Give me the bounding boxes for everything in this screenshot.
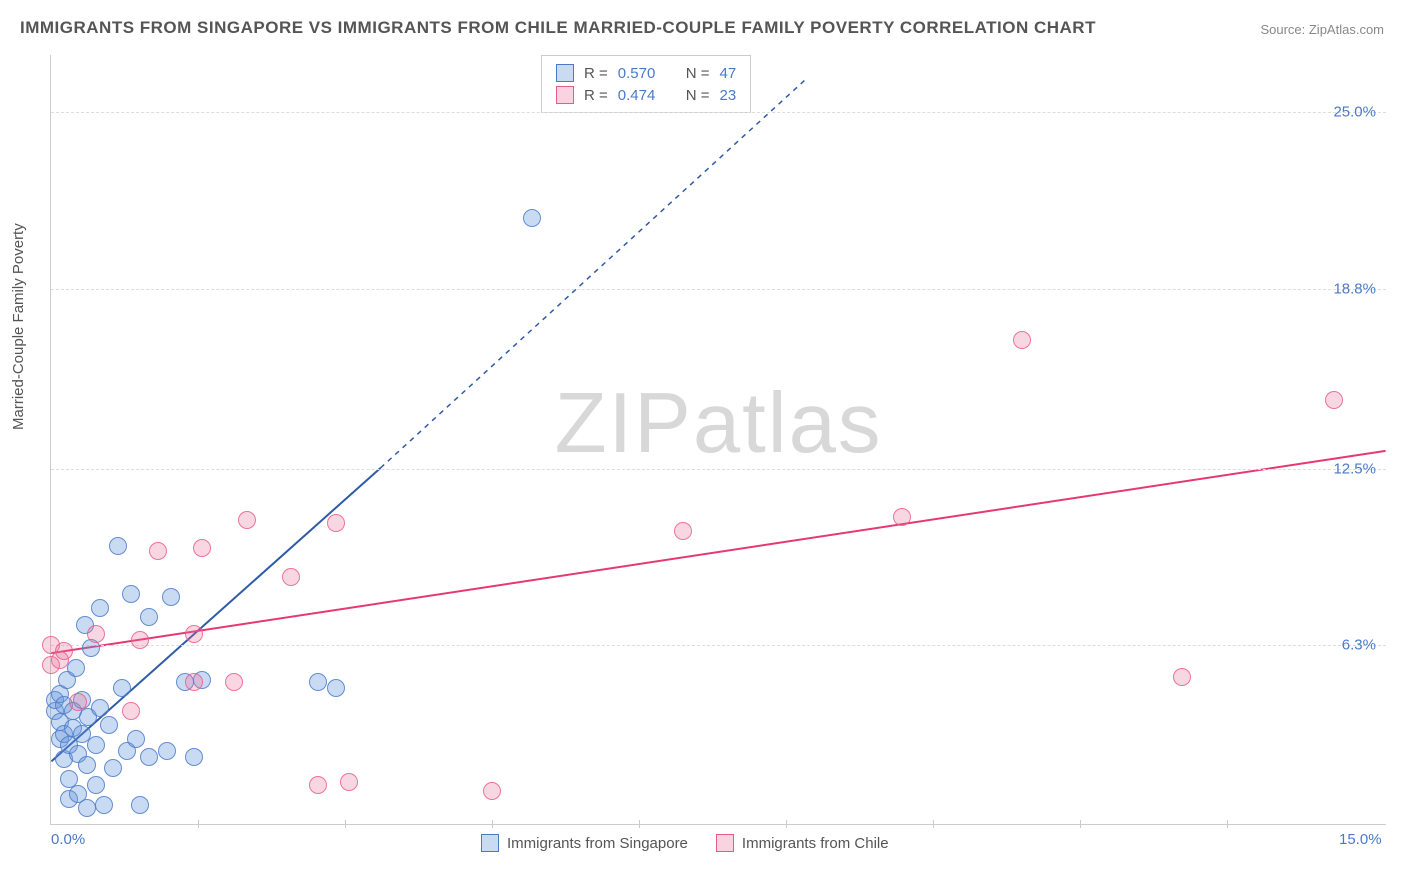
y-axis-label: Married-Couple Family Poverty xyxy=(10,223,27,430)
data-point xyxy=(91,599,109,617)
data-point xyxy=(140,608,158,626)
swatch-blue-icon xyxy=(481,834,499,852)
x-tick-mark xyxy=(1227,820,1228,828)
data-point xyxy=(100,716,118,734)
data-point xyxy=(95,796,113,814)
series-legend: Immigrants from Singapore Immigrants fro… xyxy=(481,834,889,852)
data-point xyxy=(104,759,122,777)
x-tick-label: 15.0% xyxy=(1339,831,1382,848)
data-point xyxy=(225,673,243,691)
data-point xyxy=(87,736,105,754)
data-point xyxy=(131,796,149,814)
n-label: N = xyxy=(686,87,710,104)
r-label: R = xyxy=(584,87,608,104)
data-point xyxy=(122,702,140,720)
x-tick-mark xyxy=(639,820,640,828)
gridline xyxy=(51,645,1386,646)
r-value: 0.474 xyxy=(618,87,668,104)
x-tick-mark xyxy=(786,820,787,828)
x-tick-mark xyxy=(492,820,493,828)
x-tick-mark xyxy=(345,820,346,828)
data-point xyxy=(78,756,96,774)
data-point xyxy=(340,773,358,791)
data-point xyxy=(193,539,211,557)
stats-row-chile: R = 0.474 N = 23 xyxy=(556,84,736,106)
stats-row-singapore: R = 0.570 N = 47 xyxy=(556,62,736,84)
data-point xyxy=(483,782,501,800)
trend-lines-layer xyxy=(51,55,1386,824)
gridline xyxy=(51,289,1386,290)
y-tick-label: 12.5% xyxy=(1333,460,1376,477)
data-point xyxy=(127,730,145,748)
data-point xyxy=(162,588,180,606)
data-point xyxy=(109,537,127,555)
gridline xyxy=(51,112,1386,113)
plot-area: ZIPatlas R = 0.570 N = 47 R = 0.474 N = … xyxy=(50,55,1386,825)
stats-legend: R = 0.570 N = 47 R = 0.474 N = 23 xyxy=(541,55,751,113)
x-tick-mark xyxy=(198,820,199,828)
chart-container: IMMIGRANTS FROM SINGAPORE VS IMMIGRANTS … xyxy=(0,0,1406,892)
data-point xyxy=(238,511,256,529)
data-point xyxy=(185,748,203,766)
legend-item-chile: Immigrants from Chile xyxy=(716,834,889,852)
swatch-pink-icon xyxy=(556,86,574,104)
swatch-blue-icon xyxy=(556,64,574,82)
x-tick-mark xyxy=(1080,820,1081,828)
n-label: N = xyxy=(686,65,710,82)
data-point xyxy=(113,679,131,697)
legend-item-singapore: Immigrants from Singapore xyxy=(481,834,688,852)
data-point xyxy=(55,642,73,660)
data-point xyxy=(78,799,96,817)
chart-title: IMMIGRANTS FROM SINGAPORE VS IMMIGRANTS … xyxy=(20,18,1096,38)
legend-label: Immigrants from Chile xyxy=(742,835,889,852)
data-point xyxy=(327,514,345,532)
data-point xyxy=(87,776,105,794)
y-tick-label: 18.8% xyxy=(1333,280,1376,297)
swatch-pink-icon xyxy=(716,834,734,852)
data-point xyxy=(893,508,911,526)
n-value: 47 xyxy=(720,65,737,82)
data-point xyxy=(131,631,149,649)
data-point xyxy=(282,568,300,586)
data-point xyxy=(87,625,105,643)
watermark: ZIPatlas xyxy=(555,375,883,473)
data-point xyxy=(309,673,327,691)
source-label: Source: ZipAtlas.com xyxy=(1260,22,1384,37)
data-point xyxy=(69,693,87,711)
x-tick-label: 0.0% xyxy=(51,831,85,848)
gridline xyxy=(51,469,1386,470)
data-point xyxy=(523,209,541,227)
y-tick-label: 6.3% xyxy=(1342,637,1376,654)
data-point xyxy=(67,659,85,677)
legend-label: Immigrants from Singapore xyxy=(507,835,688,852)
data-point xyxy=(309,776,327,794)
data-point xyxy=(674,522,692,540)
data-point xyxy=(185,673,203,691)
data-point xyxy=(1013,331,1031,349)
data-point xyxy=(327,679,345,697)
data-point xyxy=(140,748,158,766)
data-point xyxy=(1173,668,1191,686)
data-point xyxy=(185,625,203,643)
data-point xyxy=(122,585,140,603)
r-label: R = xyxy=(584,65,608,82)
data-point xyxy=(149,542,167,560)
data-point xyxy=(158,742,176,760)
r-value: 0.570 xyxy=(618,65,668,82)
data-point xyxy=(91,699,109,717)
y-tick-label: 25.0% xyxy=(1333,104,1376,121)
x-tick-mark xyxy=(933,820,934,828)
n-value: 23 xyxy=(720,87,737,104)
data-point xyxy=(1325,391,1343,409)
